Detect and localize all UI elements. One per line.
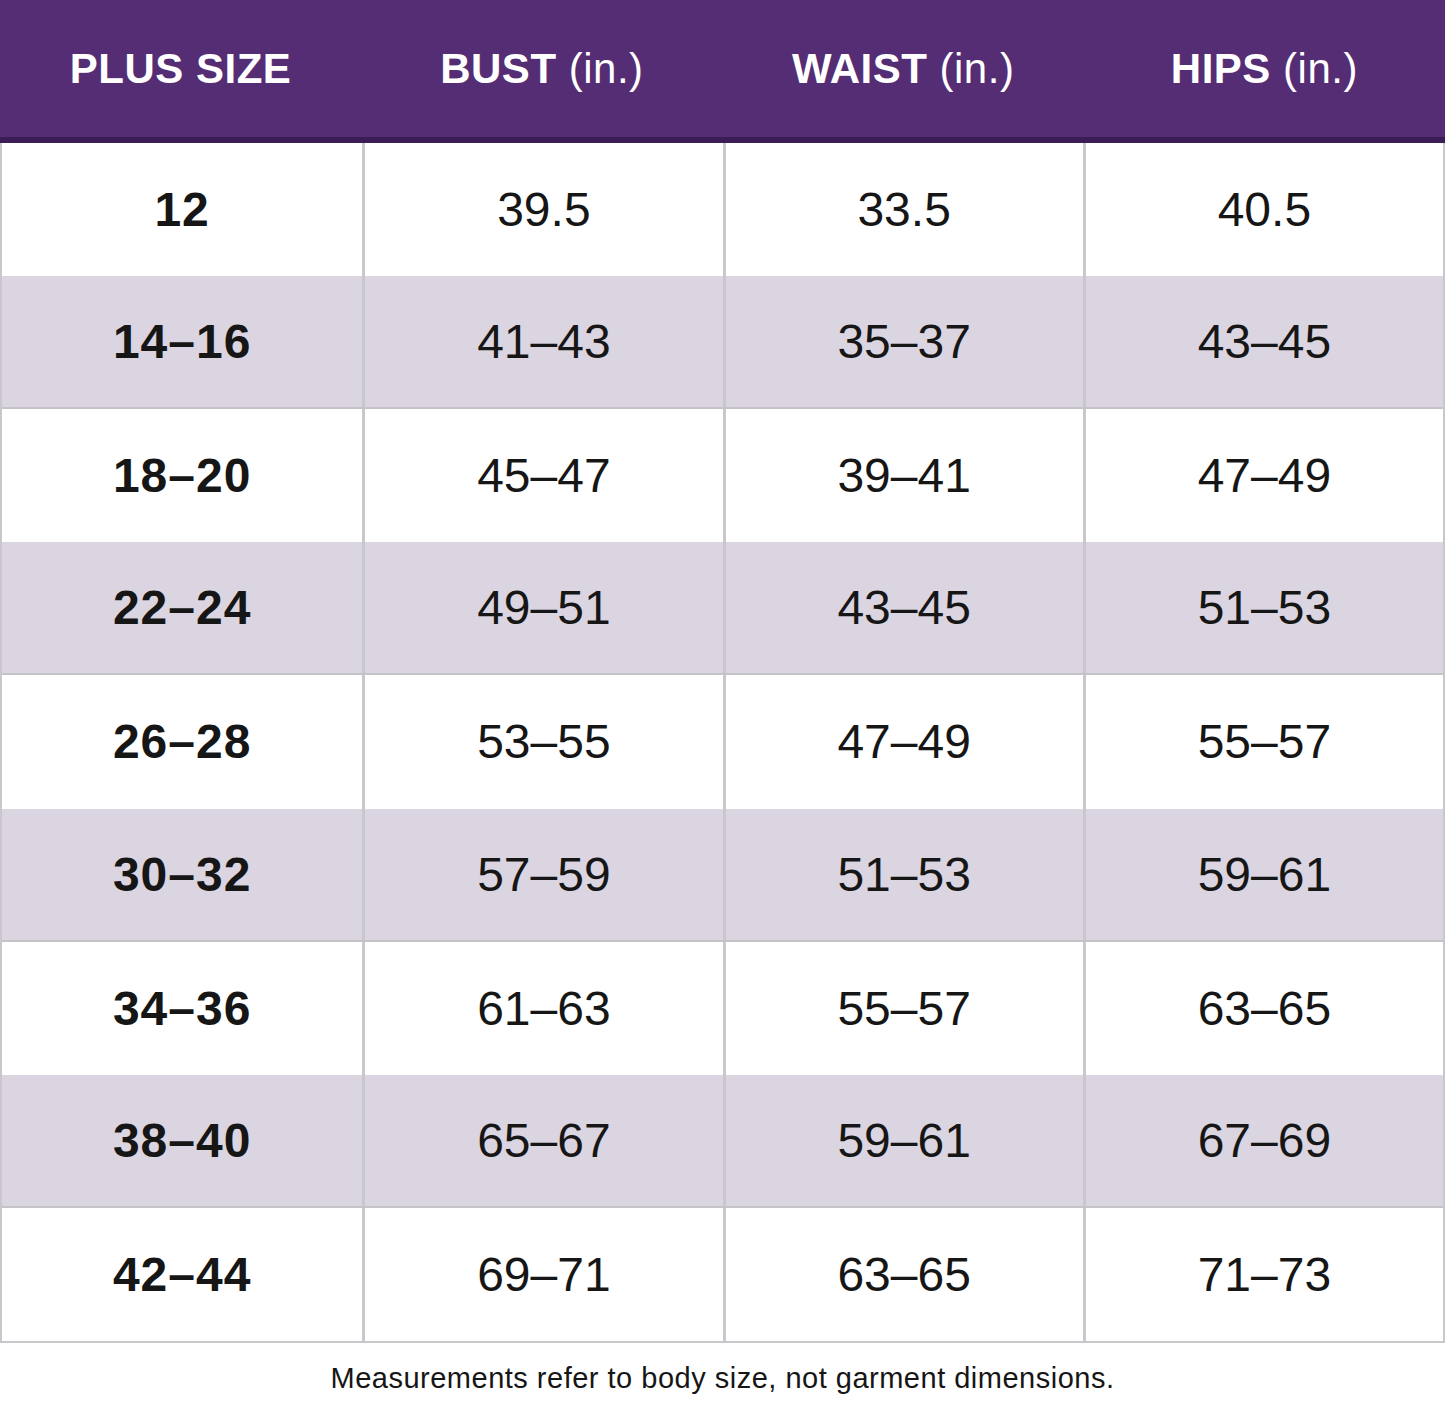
size-cell: 12 <box>2 143 362 276</box>
table-row: 1239.533.540.5 <box>2 143 1443 276</box>
size-cell: 38–40 <box>2 1075 362 1206</box>
table-row: 38–4065–6759–6167–69 <box>2 1075 1443 1208</box>
size-cell: 34–36 <box>2 942 362 1075</box>
table-header-row: PLUS SIZEBUST (in.)WAIST (in.)HIPS (in.) <box>0 0 1445 143</box>
bust-cell: 49–51 <box>362 542 722 673</box>
size-cell: 42–44 <box>2 1208 362 1341</box>
waist-cell: 59–61 <box>723 1075 1083 1206</box>
column-header-unit: (in.) <box>1271 45 1358 92</box>
footnote-area: Measurements refer to body size, not gar… <box>0 1343 1445 1413</box>
size-cell: 30–32 <box>2 809 362 940</box>
hips-cell: 67–69 <box>1083 1075 1443 1206</box>
footnote: Measurements refer to body size, not gar… <box>331 1362 1115 1395</box>
column-header-label: BUST <box>440 45 556 92</box>
waist-cell: 55–57 <box>723 942 1083 1075</box>
hips-cell: 47–49 <box>1083 409 1443 542</box>
hips-cell: 59–61 <box>1083 809 1443 940</box>
table-row: 34–3661–6355–5763–65 <box>2 942 1443 1075</box>
table-body: 1239.533.540.514–1641–4335–3743–4518–204… <box>0 143 1445 1343</box>
column-header-waist: WAIST (in.) <box>723 45 1084 93</box>
hips-cell: 63–65 <box>1083 942 1443 1075</box>
column-header-bust: BUST (in.) <box>361 45 722 93</box>
size-cell: 26–28 <box>2 675 362 808</box>
table-row: 22–2449–5143–4551–53 <box>2 542 1443 675</box>
waist-cell: 39–41 <box>723 409 1083 542</box>
bust-cell: 41–43 <box>362 276 722 407</box>
waist-cell: 51–53 <box>723 809 1083 940</box>
waist-cell: 33.5 <box>723 143 1083 276</box>
table-row: 26–2853–5547–4955–57 <box>2 675 1443 808</box>
size-chart: PLUS SIZEBUST (in.)WAIST (in.)HIPS (in.)… <box>0 0 1445 1413</box>
bust-cell: 53–55 <box>362 675 722 808</box>
table-row: 18–2045–4739–4147–49 <box>2 409 1443 542</box>
column-header-plus-size: PLUS SIZE <box>0 45 361 93</box>
waist-cell: 63–65 <box>723 1208 1083 1341</box>
bust-cell: 39.5 <box>362 143 722 276</box>
hips-cell: 51–53 <box>1083 542 1443 673</box>
size-cell: 22–24 <box>2 542 362 673</box>
column-header-hips: HIPS (in.) <box>1084 45 1445 93</box>
hips-cell: 43–45 <box>1083 276 1443 407</box>
column-header-label: WAIST <box>792 45 928 92</box>
waist-cell: 47–49 <box>723 675 1083 808</box>
table-row: 42–4469–7163–6571–73 <box>2 1208 1443 1341</box>
bust-cell: 61–63 <box>362 942 722 1075</box>
size-cell: 14–16 <box>2 276 362 407</box>
waist-cell: 35–37 <box>723 276 1083 407</box>
column-header-label: HIPS <box>1171 45 1271 92</box>
bust-cell: 65–67 <box>362 1075 722 1206</box>
hips-cell: 40.5 <box>1083 143 1443 276</box>
size-cell: 18–20 <box>2 409 362 542</box>
bust-cell: 69–71 <box>362 1208 722 1341</box>
hips-cell: 55–57 <box>1083 675 1443 808</box>
table-row: 14–1641–4335–3743–45 <box>2 276 1443 409</box>
column-header-unit: (in.) <box>927 45 1014 92</box>
table-row: 30–3257–5951–5359–61 <box>2 809 1443 942</box>
bust-cell: 57–59 <box>362 809 722 940</box>
bust-cell: 45–47 <box>362 409 722 542</box>
waist-cell: 43–45 <box>723 542 1083 673</box>
column-header-label: PLUS SIZE <box>70 45 292 92</box>
hips-cell: 71–73 <box>1083 1208 1443 1341</box>
column-header-unit: (in.) <box>557 45 644 92</box>
